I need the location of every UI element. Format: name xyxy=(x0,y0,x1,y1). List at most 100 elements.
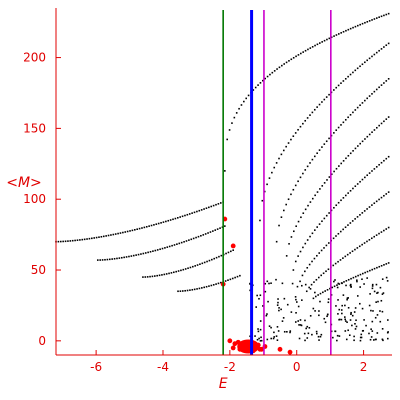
data-point xyxy=(344,318,346,321)
data-point xyxy=(171,244,173,247)
data-point xyxy=(369,293,371,295)
data-point xyxy=(371,19,373,21)
data-point xyxy=(300,284,303,287)
data-point xyxy=(334,262,337,265)
data-point xyxy=(277,301,279,304)
data-point xyxy=(144,276,147,278)
data-point xyxy=(304,208,307,211)
data-point xyxy=(327,298,330,300)
data-point xyxy=(379,286,382,289)
data-point xyxy=(382,292,385,294)
data-point xyxy=(130,255,133,257)
data-point xyxy=(361,243,363,246)
data-point xyxy=(371,204,373,206)
data-point xyxy=(356,67,359,70)
data-point xyxy=(194,265,196,267)
data-point xyxy=(359,104,361,107)
data-point xyxy=(338,308,341,311)
data-point xyxy=(192,237,195,240)
data-point xyxy=(335,86,338,89)
highlight-point xyxy=(230,345,236,351)
data-point xyxy=(304,49,307,52)
data-point xyxy=(373,129,376,131)
data-point xyxy=(349,189,352,192)
data-point xyxy=(278,309,280,312)
data-point xyxy=(366,20,369,23)
data-point xyxy=(299,324,302,326)
data-point xyxy=(296,285,299,288)
data-point xyxy=(330,36,333,39)
highlight-cluster xyxy=(237,339,260,354)
y-tick-label: 100 xyxy=(23,192,46,206)
data-point xyxy=(210,284,213,287)
data-point xyxy=(347,278,350,281)
data-point xyxy=(201,262,204,265)
data-point xyxy=(296,301,298,303)
highlight-point xyxy=(277,346,283,352)
data-point xyxy=(232,249,234,251)
data-point xyxy=(297,180,299,183)
data-point xyxy=(361,63,364,66)
data-point xyxy=(110,234,112,236)
data-point xyxy=(371,93,373,95)
data-point xyxy=(356,279,358,282)
data-point xyxy=(145,225,148,228)
data-point xyxy=(322,291,324,294)
data-point xyxy=(212,204,215,207)
data-point xyxy=(177,270,180,272)
data-point xyxy=(102,235,105,238)
data-point xyxy=(385,276,388,279)
data-point xyxy=(338,283,341,285)
data-point xyxy=(386,337,389,340)
data-point xyxy=(386,331,389,334)
data-point xyxy=(358,245,361,248)
data-point xyxy=(359,180,361,183)
data-point xyxy=(285,203,287,206)
data-point xyxy=(149,250,152,253)
data-point xyxy=(93,237,96,239)
data-point xyxy=(238,107,240,110)
data-point xyxy=(383,46,385,48)
data-point xyxy=(108,258,111,261)
data-point xyxy=(345,338,348,341)
data-point xyxy=(301,299,303,301)
data-point xyxy=(341,312,343,315)
data-point xyxy=(170,272,173,274)
data-point xyxy=(333,170,335,173)
data-point xyxy=(360,336,363,339)
data-point xyxy=(292,188,295,191)
data-point xyxy=(318,223,321,225)
data-point xyxy=(378,86,380,89)
data-point xyxy=(325,96,328,98)
y-tick-label: 150 xyxy=(23,121,46,135)
data-point xyxy=(316,191,319,193)
data-point xyxy=(354,248,356,251)
data-point xyxy=(332,336,334,339)
data-point xyxy=(325,214,328,217)
data-point xyxy=(315,278,318,281)
data-point xyxy=(352,26,354,29)
data-point xyxy=(292,269,295,271)
x-tick-label: -6 xyxy=(90,360,102,374)
data-point xyxy=(181,290,184,292)
data-point xyxy=(175,270,177,273)
data-point xyxy=(347,297,349,299)
data-point xyxy=(325,244,328,247)
data-point xyxy=(163,273,166,276)
data-point xyxy=(340,309,343,311)
data-point xyxy=(314,295,317,298)
data-point xyxy=(383,159,385,162)
data-point xyxy=(327,301,330,304)
data-point xyxy=(318,252,321,254)
data-point xyxy=(366,240,368,243)
data-point xyxy=(373,202,376,205)
data-point xyxy=(83,238,86,241)
data-point xyxy=(105,235,107,237)
data-point xyxy=(168,272,170,275)
data-point xyxy=(303,332,306,335)
data-point xyxy=(199,263,201,266)
data-point xyxy=(359,286,361,288)
data-point xyxy=(363,319,365,321)
data-point xyxy=(335,204,338,207)
data-point xyxy=(177,290,179,293)
